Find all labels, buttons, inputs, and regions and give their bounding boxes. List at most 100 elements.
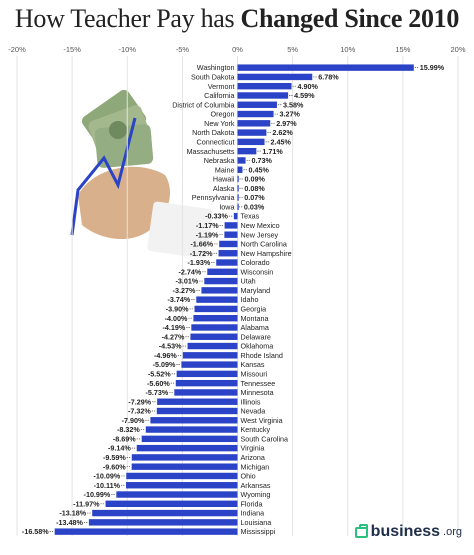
bar xyxy=(204,277,238,285)
category-label: Arkansas xyxy=(241,481,271,490)
bar xyxy=(126,472,238,480)
bar xyxy=(150,417,238,424)
bar xyxy=(237,73,313,81)
bar xyxy=(196,296,238,303)
value-label: -5.09% xyxy=(153,360,176,369)
value-label: -1.19% xyxy=(196,230,219,239)
bar xyxy=(237,138,265,146)
value-label: -10.99% xyxy=(84,490,111,499)
value-label: 3.27% xyxy=(280,110,301,119)
category-label: Colorado xyxy=(241,258,270,267)
bar xyxy=(116,491,238,498)
category-label: Minnesota xyxy=(241,388,274,397)
category-label: Oregon xyxy=(211,110,235,119)
category-label: Wyoming xyxy=(241,490,271,499)
category-label: Oklahoma xyxy=(241,342,274,351)
category-label: Alaska xyxy=(213,184,235,193)
x-tick-label: 20% xyxy=(450,45,465,54)
bar xyxy=(190,333,238,340)
bar xyxy=(218,250,238,257)
chart-title: How Teacher Pay has Changed Since 2010 xyxy=(0,4,474,34)
bar xyxy=(176,370,238,378)
bar xyxy=(237,166,243,173)
bar xyxy=(237,110,274,118)
value-label: -10.09% xyxy=(93,472,120,481)
bar xyxy=(175,379,238,387)
x-tick-label: 15% xyxy=(395,45,410,54)
value-label: 15.99% xyxy=(420,63,445,72)
business-org-logo: business .org xyxy=(354,523,462,541)
bar xyxy=(201,287,238,294)
bar xyxy=(237,129,267,136)
category-label: Nebraska xyxy=(204,156,235,165)
value-label: 4.59% xyxy=(294,91,315,100)
value-label: -9.14% xyxy=(108,444,131,453)
value-label: 0.07% xyxy=(244,193,265,202)
value-label: -1.93% xyxy=(187,258,210,267)
value-label: -4.27% xyxy=(162,332,185,341)
value-label: 0.03% xyxy=(244,202,265,211)
bar xyxy=(216,259,238,266)
bar xyxy=(237,194,239,201)
bar xyxy=(233,212,238,220)
value-label: -11.97% xyxy=(73,499,100,508)
value-label: -1.72% xyxy=(190,249,213,258)
value-label: -4.96% xyxy=(154,351,177,360)
category-label: New Jersey xyxy=(241,230,279,239)
category-label: Louisiana xyxy=(241,518,272,527)
value-label: 3.58% xyxy=(283,100,304,109)
x-tick-label: 5% xyxy=(287,45,298,54)
briefcase-icon xyxy=(354,523,368,538)
bar xyxy=(136,444,238,452)
category-label: Illinois xyxy=(241,397,261,406)
value-label: -1.17% xyxy=(196,221,219,230)
x-tick-label: -10% xyxy=(118,45,136,54)
bar xyxy=(237,203,239,211)
bar xyxy=(237,120,271,127)
bar xyxy=(88,519,238,526)
bar xyxy=(131,454,238,461)
category-label: Iowa xyxy=(219,202,234,211)
bar xyxy=(92,509,238,517)
bar xyxy=(105,500,238,507)
bar xyxy=(219,240,238,248)
category-label: Maine xyxy=(215,165,235,174)
value-label: -4.53% xyxy=(159,342,182,351)
category-label: West Virginia xyxy=(241,416,283,425)
bar xyxy=(207,268,238,275)
bar xyxy=(181,361,238,368)
bar xyxy=(54,528,238,535)
category-label: South Dakota xyxy=(191,73,235,82)
category-label: Vermont xyxy=(208,82,235,91)
bar xyxy=(131,463,238,470)
category-label: Indiana xyxy=(241,509,265,518)
category-label: North Carolina xyxy=(241,240,287,249)
bar xyxy=(187,342,238,350)
bar xyxy=(191,324,238,331)
logo-name: business xyxy=(370,523,441,540)
value-label: -9.59% xyxy=(103,453,126,462)
value-label: -16.58% xyxy=(22,527,49,536)
value-label: 0.45% xyxy=(248,165,269,174)
value-label: -13.18% xyxy=(59,509,86,518)
category-label: New Mexico xyxy=(241,221,280,230)
category-label: Virginia xyxy=(241,444,265,453)
value-label: -8.69% xyxy=(113,434,136,443)
category-label: District of Columbia xyxy=(172,100,234,109)
category-label: Arizona xyxy=(241,453,265,462)
value-label: -4.00% xyxy=(165,314,188,323)
category-label: Hawaii xyxy=(213,175,235,184)
value-label: 2.62% xyxy=(272,128,293,137)
bar xyxy=(193,315,238,322)
category-label: Georgia xyxy=(241,305,267,314)
category-label: Nevada xyxy=(241,407,266,416)
value-label: -5.73% xyxy=(146,388,169,397)
bar xyxy=(237,185,239,192)
value-label: -2.74% xyxy=(179,267,202,276)
bar xyxy=(145,426,238,433)
category-label: Florida xyxy=(241,499,263,508)
value-label: -0.33% xyxy=(205,212,228,221)
category-label: Ohio xyxy=(241,472,256,481)
value-label: -13.48% xyxy=(56,518,83,527)
value-label: 0.09% xyxy=(244,175,265,184)
